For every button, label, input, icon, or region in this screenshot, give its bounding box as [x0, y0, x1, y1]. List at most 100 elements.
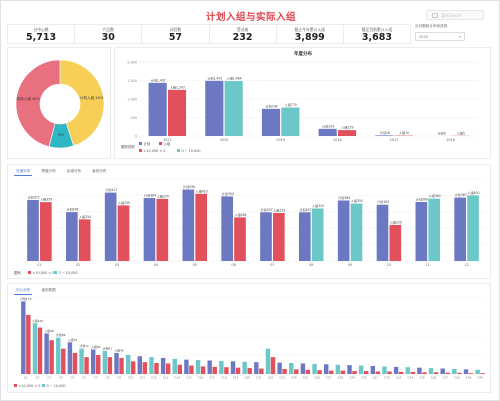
- x-tick-label: C27: [326, 376, 332, 380]
- kpi-label: 截至目前累计入组: [361, 27, 393, 32]
- bar-actual: [352, 371, 357, 374]
- kpi-card: 受试者 232: [208, 24, 276, 44]
- data-label: 计划172: [20, 296, 31, 301]
- data-label: 入组410: [196, 188, 208, 193]
- bar-plan: [335, 364, 341, 374]
- bar-actual: [26, 314, 31, 374]
- bar-actual: [281, 107, 300, 136]
- x-tick-label: C16: [198, 376, 204, 380]
- x-tick-label: C12: [151, 376, 157, 380]
- year-selector-label: 分月图统计年份选择: [415, 24, 448, 28]
- tab-quarter[interactable]: 季度分布: [41, 169, 56, 173]
- bar-plan: [463, 369, 469, 374]
- kpi-value: 30: [101, 32, 115, 43]
- data-label: 计划436: [183, 184, 195, 189]
- bar-actual: [457, 372, 462, 374]
- data-label: 入组359: [40, 197, 52, 202]
- data-label: 入组770: [285, 102, 297, 107]
- data-label: 入组75: [68, 337, 78, 342]
- legend-swatch: [42, 384, 45, 387]
- kpi-card: 试验数 57: [141, 24, 209, 44]
- x-tick-label: C11: [140, 376, 146, 380]
- data-label: 计划372: [28, 194, 40, 199]
- bar-actual: [72, 352, 78, 374]
- x-tick-label: 2018: [333, 138, 342, 142]
- data-label: 入组5: [457, 130, 465, 135]
- bar-plan: [440, 368, 445, 374]
- bar-actual: [212, 366, 217, 374]
- bar-plan: [277, 362, 282, 374]
- x-tick-label: C4: [59, 376, 63, 380]
- bar-actual: [107, 357, 113, 374]
- x-tick-label: 04: [154, 263, 158, 267]
- x-tick-label: C29: [349, 376, 355, 380]
- bar-plan: [102, 350, 108, 374]
- page-title: 计划入组与实际入组: [205, 12, 296, 23]
- bar-actual: [154, 363, 159, 374]
- year-bar-chart: 年度分布 2,000 1,500 1,000 500 0 计划1,437 入组1,247 202…: [121, 50, 479, 153]
- bar-actual: [282, 368, 287, 374]
- x-tick-label: C36: [431, 376, 437, 380]
- bar-plan: [149, 357, 154, 374]
- x-tick-label: 06: [231, 263, 235, 267]
- bar-plan: [90, 349, 96, 374]
- tab-region[interactable]: 区域分布: [66, 169, 82, 173]
- legend-label: >10,000 < 0: [19, 384, 41, 388]
- x-tick-label: C34: [408, 376, 414, 380]
- data-label: 计划297: [261, 207, 273, 212]
- bar-plan: [56, 337, 61, 374]
- bar-actual: [340, 370, 346, 374]
- bar-actual: [61, 348, 66, 374]
- bar-actual: [37, 327, 43, 374]
- donut-panel: 计划入组 45% 9% 实际入组 46%: [7, 47, 111, 159]
- x-tick-label: 2019: [276, 138, 285, 142]
- bar-actual: [398, 371, 404, 374]
- bar-actual: [165, 363, 171, 374]
- export-button[interactable]: 导出 Excel: [426, 10, 484, 20]
- bar-actual: [224, 81, 243, 136]
- bar-actual: [195, 193, 207, 261]
- bar-plan: [370, 365, 376, 374]
- slice-label: 计划入组 45%: [80, 95, 104, 100]
- kpi-value: 5,713: [26, 32, 57, 43]
- bar-actual: [480, 373, 485, 374]
- bar-plan: [205, 80, 224, 136]
- bar-actual: [468, 373, 474, 374]
- donut-chart: 计划入组 45% 9% 实际入组 46%: [15, 59, 105, 149]
- center-bar-chart: C1 C2 C3 C4 C5 C6 C7 C8 C9 C10 C11 C12 C13 C14 C15 C16 C…: [14, 296, 486, 388]
- slice-label: 实际入组 46%: [16, 96, 40, 101]
- bar-actual: [273, 212, 285, 261]
- legend-swatch: [159, 142, 162, 145]
- data-label: 计划384: [144, 193, 156, 198]
- tab-province-data[interactable]: 省份数据: [41, 288, 56, 292]
- data-label: 计划734: [266, 103, 278, 108]
- tab-province[interactable]: 省份分布: [92, 169, 107, 173]
- x-tick-label: C25: [303, 376, 309, 380]
- month-chart-panel: 月度分布 季度分布 区域分布 省份分布 计划372 入组359 01 计划298 入组2…: [7, 164, 491, 279]
- tab-month[interactable]: 月度分布: [14, 168, 33, 176]
- year-chart-panel: 年度分布 2,000 1,500 1,000 500 0 计划1,437 入组1,247 202…: [114, 47, 491, 159]
- data-label: 计划387: [455, 192, 467, 197]
- kpi-value: 3,899: [294, 32, 325, 43]
- bar-actual: [350, 203, 363, 261]
- data-label: 入组45: [114, 347, 124, 352]
- bar-plan: [289, 363, 294, 374]
- data-label: 入组266: [234, 212, 246, 217]
- center-chart-panel: 中心分布 省份数据 C1 C2 C3 C4 C5 C6 C7 C8 C9 C10 C11 C12 C13…: [7, 283, 491, 393]
- x-tick-label: C9: [117, 376, 121, 380]
- bar-actual: [467, 195, 479, 261]
- x-tick-label: C24: [291, 376, 297, 380]
- bar-plan: [358, 365, 364, 374]
- bar-plan: [299, 212, 311, 261]
- slice-label: 9%: [58, 133, 64, 137]
- legend-title: 图例说明: [121, 144, 135, 149]
- bar-plan: [405, 367, 410, 374]
- bar-actual: [294, 369, 299, 374]
- bar-plan: [242, 361, 247, 374]
- kpi-card: 产品数 30: [74, 24, 142, 44]
- tab-center[interactable]: 中心分布: [14, 287, 33, 295]
- year-select[interactable]: 2020 ▾: [415, 32, 465, 41]
- data-label: 入组96: [44, 328, 54, 333]
- bar-plan: [300, 363, 306, 374]
- x-tick-label: C8: [106, 376, 110, 380]
